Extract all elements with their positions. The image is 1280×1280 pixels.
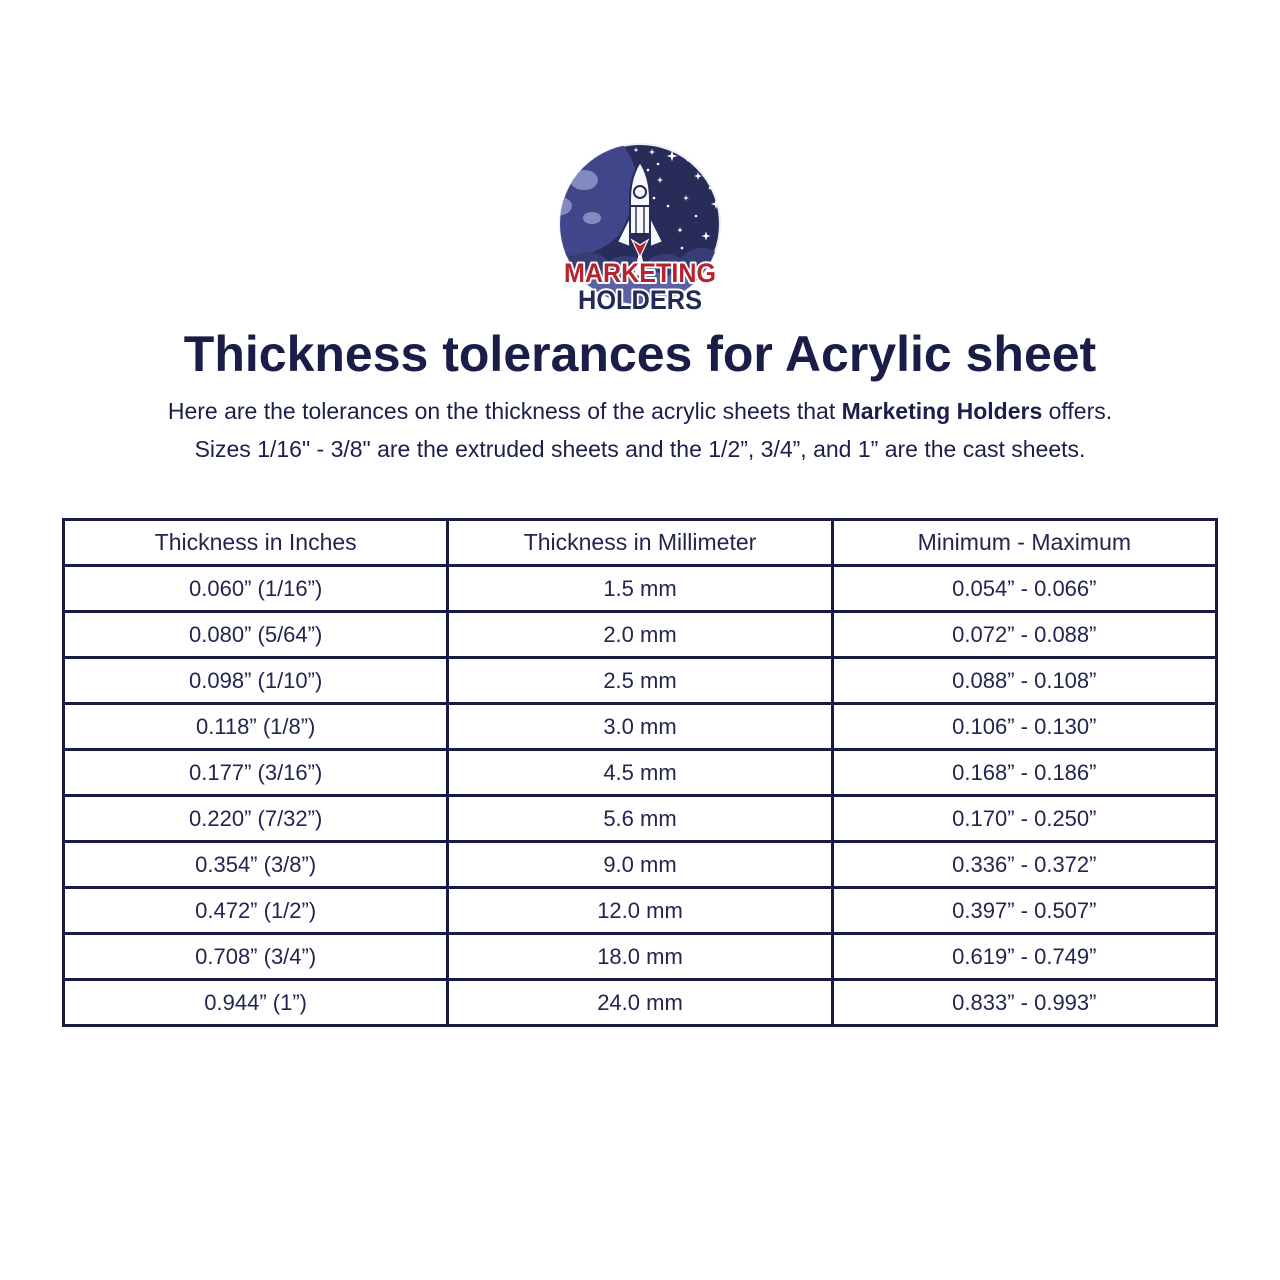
description-line-1: Here are the tolerances on the thickness… (0, 392, 1280, 430)
table-cell: 2.5 mm (446, 656, 834, 705)
logo-brand-marketing: MARKETING (564, 258, 716, 288)
rocket-icon (615, 160, 665, 259)
description-text: offers. (1042, 398, 1113, 424)
table-row: 0.220” (7/32”) 5.6 mm 0.170” - 0.250” (61, 794, 1219, 843)
description-brand-bold: Marketing Holders (841, 398, 1043, 424)
table-cell: 3.0 mm (446, 702, 834, 751)
table-cell: 0.177” (3/16”) (61, 748, 450, 797)
table-cell: 0.472” (1/2”) (61, 886, 450, 935)
table-cell: 9.0 mm (446, 840, 834, 889)
column-header: Minimum - Maximum (830, 518, 1219, 567)
table-cell: 0.072” - 0.088” (830, 610, 1219, 659)
table-cell: 2.0 mm (446, 610, 834, 659)
marketing-holders-logo: MARKETING HOLDERS (559, 143, 721, 317)
table-cell: 0.054” - 0.066” (830, 564, 1219, 613)
table-cell: 5.6 mm (446, 794, 834, 843)
table-cell: 0.080” (5/64”) (61, 610, 450, 659)
table-cell: 0.336” - 0.372” (830, 840, 1219, 889)
table-cell: 18.0 mm (446, 932, 834, 981)
table-head: Thickness in Inches Thickness in Millimet… (61, 518, 1219, 567)
table-row: 0.060” (1/16”) 1.5 mm 0.054” - 0.066” (61, 564, 1219, 613)
table-row: 0.472” (1/2”) 12.0 mm 0.397” - 0.507” (61, 886, 1219, 935)
planet-icon (560, 144, 638, 256)
table-row: 0.177” (3/16”) 4.5 mm 0.168” - 0.186” (61, 748, 1219, 797)
table-cell: 0.354” (3/8”) (61, 840, 450, 889)
table-body: 0.060” (1/16”) 1.5 mm 0.054” - 0.066” 0.080… (61, 564, 1219, 1027)
table-row: 0.944” (1”) 24.0 mm 0.833” - 0.993” (61, 978, 1219, 1027)
table-cell: 0.619” - 0.749” (830, 932, 1219, 981)
page-title: Thickness tolerances for Acrylic sheet (183, 326, 1097, 382)
description-line-2: Sizes 1/16" - 3/8" are the extruded shee… (194, 436, 1086, 462)
table-cell: 0.833” - 0.993” (830, 978, 1219, 1027)
table-row: 0.708” (3/4”) 18.0 mm 0.619” - 0.749” (61, 932, 1219, 981)
table-cell: 0.168” - 0.186” (830, 748, 1219, 797)
table-cell: 0.088” - 0.108” (830, 656, 1219, 705)
column-header: Thickness in Millimeter (446, 518, 834, 567)
column-header: Thickness in Inches (61, 518, 450, 567)
table-cell: 0.098” (1/10”) (61, 656, 450, 705)
table-row: 0.354” (3/8”) 9.0 mm 0.336” - 0.372” (61, 840, 1219, 889)
logo-brand-holders: HOLDERS (578, 285, 702, 315)
table-row: 0.118” (1/8”) 3.0 mm 0.106” - 0.130” (61, 702, 1219, 751)
description-text: Here are the tolerances on the thickness… (167, 398, 842, 424)
table-cell: 1.5 mm (446, 564, 834, 613)
table-cell: 0.220” (7/32”) (61, 794, 450, 843)
table-cell: 0.118” (1/8”) (61, 702, 450, 751)
table-cell: 12.0 mm (446, 886, 834, 935)
table-header-row: Thickness in Inches Thickness in Millimet… (61, 518, 1219, 567)
table-cell: 0.708” (3/4”) (61, 932, 450, 981)
table-cell: 0.106” - 0.130” (830, 702, 1219, 751)
table-cell: 24.0 mm (446, 978, 834, 1027)
table-cell: 0.397” - 0.507” (830, 886, 1219, 935)
table-cell: 0.944” (1”) (61, 978, 450, 1027)
table-row: 0.080” (5/64”) 2.0 mm 0.072” - 0.088” (61, 610, 1219, 659)
thickness-tolerance-table: Thickness in Inches Thickness in Millimet… (61, 518, 1219, 1027)
table-cell: 0.170” - 0.250” (830, 794, 1219, 843)
table-cell: 4.5 mm (446, 748, 834, 797)
logo-container: MARKETING HOLDERS (0, 0, 1280, 318)
table-cell: 0.060” (1/16”) (61, 564, 450, 613)
table-row: 0.098” (1/10”) 2.5 mm 0.088” - 0.108” (61, 656, 1219, 705)
